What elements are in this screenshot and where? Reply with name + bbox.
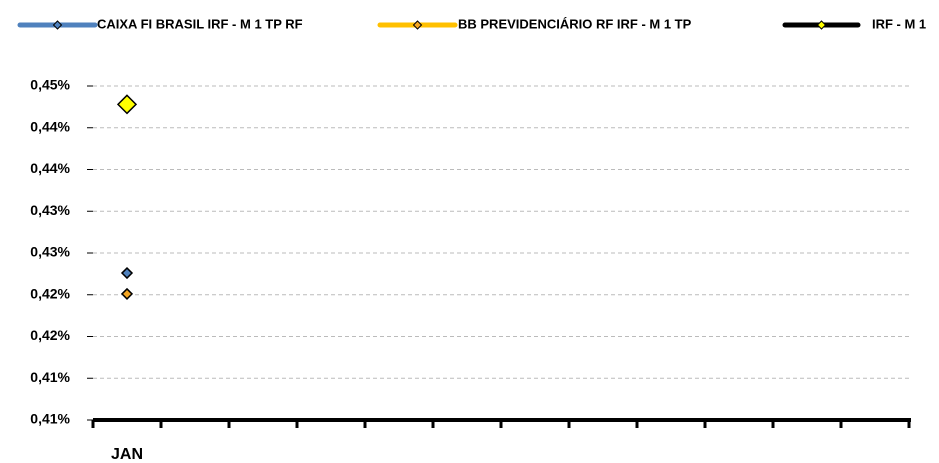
legend-marker xyxy=(412,20,423,30)
y-tick-label: 0,45% xyxy=(30,77,70,93)
legend-marker xyxy=(52,20,63,30)
y-tick-label: 0,41% xyxy=(30,369,70,385)
x-tick-label: JAN xyxy=(111,446,143,463)
point xyxy=(120,266,134,280)
y-tick-label: 0,43% xyxy=(30,244,70,260)
y-tick-label: 0,41% xyxy=(30,411,70,427)
point xyxy=(120,287,134,300)
y-tick-label: 0,43% xyxy=(30,202,70,218)
point xyxy=(116,94,138,115)
legend-label: IRF - M 1 xyxy=(872,16,926,31)
legend-label: CAIXA FI BRASIL IRF - M 1 TP RF xyxy=(97,16,303,31)
y-tick-label: 0,42% xyxy=(30,285,70,301)
y-tick-label: 0,42% xyxy=(30,327,70,343)
legend: CAIXA FI BRASIL IRF - M 1 TP RF BB PREVID… xyxy=(17,16,926,31)
y-tick-label: 0,44% xyxy=(30,160,70,176)
legend-label: BB PREVIDENCIÁRIO RF IRF - M 1 TP xyxy=(458,16,692,31)
y-tick-label: 0,44% xyxy=(30,118,70,134)
legend-marker xyxy=(816,20,827,30)
